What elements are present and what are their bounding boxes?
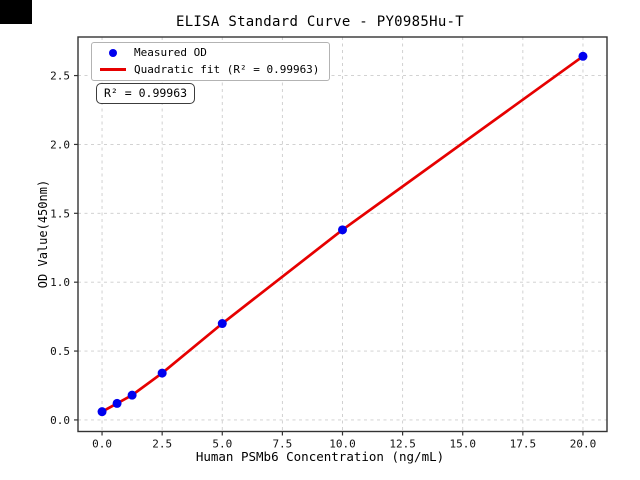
y-tick-label: 2.5 xyxy=(50,70,70,83)
x-tick-label: 5.0 xyxy=(212,438,232,451)
x-tick-label: 7.5 xyxy=(272,438,292,451)
legend: Measured OD Quadratic fit (R² = 0.99963) xyxy=(91,42,331,81)
red-line-icon xyxy=(100,68,126,71)
y-tick-label: 2.0 xyxy=(50,138,70,151)
legend-marker-quadratic-fit xyxy=(100,68,126,71)
y-tick-label: 1.5 xyxy=(50,207,70,220)
data-point xyxy=(112,398,122,408)
data-point xyxy=(157,368,167,378)
data-point xyxy=(127,390,137,400)
x-tick-label: 17.5 xyxy=(510,438,537,451)
blue-dot-icon xyxy=(109,48,117,57)
r-squared-annotation: R² = 0.99963 xyxy=(96,83,196,104)
data-point xyxy=(97,407,107,417)
y-tick-label: 0.5 xyxy=(50,345,70,358)
y-tick-label: 0.0 xyxy=(50,414,70,427)
x-tick-label: 15.0 xyxy=(449,438,476,451)
y-tick-label: 1.0 xyxy=(50,276,70,289)
x-tick-label: 0.0 xyxy=(92,438,112,451)
legend-entry-measured-od: Measured OD xyxy=(100,47,319,58)
x-tick-label: 12.5 xyxy=(389,438,416,451)
data-point xyxy=(578,51,588,61)
y-axis-label: OD Value(450nm) xyxy=(36,179,50,289)
legend-marker-measured-od xyxy=(100,48,126,57)
x-axis-label: Human PSMb6 Concentration (ng/mL) xyxy=(195,449,445,464)
x-tick-label: 10.0 xyxy=(329,438,356,451)
x-tick-label: 2.5 xyxy=(152,438,172,451)
legend-label-quadratic-fit: Quadratic fit (R² = 0.99963) xyxy=(134,63,320,76)
legend-label-measured-od: Measured OD xyxy=(134,46,207,59)
data-point xyxy=(338,225,347,235)
x-tick-label: 20.0 xyxy=(570,438,597,451)
data-point xyxy=(217,319,227,329)
legend-entry-quadratic-fit: Quadratic fit (R² = 0.99963) xyxy=(100,64,319,75)
corner-mark xyxy=(0,0,32,24)
chart-title: ELISA Standard Curve - PY0985Hu-T xyxy=(175,14,465,30)
